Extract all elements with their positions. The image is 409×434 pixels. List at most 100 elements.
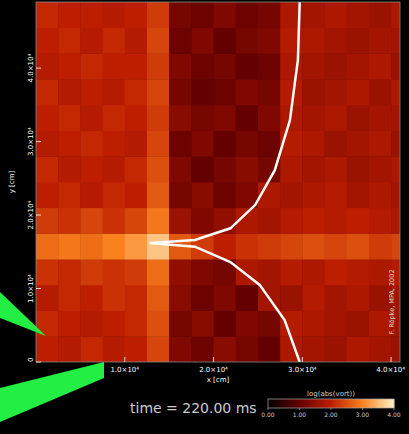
heat-cell <box>80 28 103 54</box>
heat-cell <box>325 28 348 54</box>
heat-cell <box>258 208 281 234</box>
plot-area <box>36 2 400 362</box>
heat-cell <box>80 336 103 362</box>
heat-cell <box>214 182 237 208</box>
heat-cell <box>103 105 126 131</box>
heat-cell <box>58 79 81 105</box>
heat-cell <box>325 208 348 234</box>
heat-cell <box>103 79 126 105</box>
heat-cell <box>147 79 170 105</box>
heat-cell <box>214 156 237 182</box>
heat-cell <box>169 131 192 157</box>
heat-cell <box>347 28 370 54</box>
heat-cell <box>103 2 126 28</box>
heat-cell <box>347 182 370 208</box>
x-tick <box>302 357 303 362</box>
heat-cell <box>258 2 281 28</box>
heat-cell <box>58 28 81 54</box>
credit: F. Röpke, MPA, 2002 <box>388 269 396 334</box>
heat-cell <box>169 259 192 285</box>
heat-cell <box>302 2 325 28</box>
heat-cell <box>58 336 81 362</box>
heat-cell <box>147 182 170 208</box>
background <box>0 0 409 434</box>
heat-cell <box>258 28 281 54</box>
heat-cell <box>80 208 103 234</box>
time-label: time = 220.00 ms <box>130 400 257 416</box>
heat-cell <box>147 259 170 285</box>
y-tick-label: 4.0×10⁴ <box>27 54 35 83</box>
heat-cell <box>236 79 259 105</box>
heat-cell <box>125 259 148 285</box>
heat-cell <box>302 336 325 362</box>
heat-cell <box>347 2 370 28</box>
heat-cell <box>214 336 237 362</box>
heat-cell <box>369 28 392 54</box>
heat-cell <box>302 131 325 157</box>
y-tick-label: 0 <box>27 358 35 362</box>
heat-cell <box>280 259 303 285</box>
heat-cell <box>391 208 400 234</box>
heat-cell <box>191 28 214 54</box>
heat-cell <box>258 105 281 131</box>
heat-cell <box>236 28 259 54</box>
heat-cell <box>347 79 370 105</box>
heat-cell <box>103 131 126 157</box>
heat-cell <box>325 105 348 131</box>
heat-cell <box>214 105 237 131</box>
heat-cell <box>325 233 348 259</box>
heat-cell <box>325 311 348 337</box>
heat-cell <box>169 182 192 208</box>
heat-cell <box>391 233 400 259</box>
x-tick-label: 2.0×10⁴ <box>199 366 228 374</box>
heat-cell <box>80 131 103 157</box>
heat-cell <box>36 259 59 285</box>
heat-cell <box>58 53 81 79</box>
heat-cell <box>236 2 259 28</box>
heat-cell <box>58 182 81 208</box>
heat-cell <box>325 336 348 362</box>
heat-cell <box>169 311 192 337</box>
y-tick-label: 1.0×10⁴ <box>27 274 35 303</box>
colorbar-tick <box>268 408 269 410</box>
heat-cell <box>147 285 170 311</box>
heat-cell <box>347 259 370 285</box>
colorbar-tick <box>299 408 300 410</box>
heat-cell <box>125 311 148 337</box>
plot-frame <box>36 2 400 362</box>
heat-cell <box>236 336 259 362</box>
heat-cell <box>125 131 148 157</box>
green-arrow <box>0 292 46 336</box>
heat-cell <box>191 105 214 131</box>
y-tick <box>36 141 41 142</box>
heat-cell <box>258 79 281 105</box>
heat-cell <box>36 285 59 311</box>
heat-cell <box>214 28 237 54</box>
heat-cell <box>391 53 400 79</box>
heat-cell <box>191 285 214 311</box>
colorbar-tick-label: 4.00 <box>387 411 401 418</box>
heat-cell <box>80 79 103 105</box>
heat-cell <box>236 311 259 337</box>
heat-cell <box>147 53 170 79</box>
y-tick <box>36 68 41 69</box>
heat-cell <box>302 285 325 311</box>
heat-cell <box>36 2 59 28</box>
heat-cell <box>258 131 281 157</box>
heat-cell <box>147 233 170 259</box>
colorbar-frame <box>268 399 394 408</box>
heat-cell <box>36 182 59 208</box>
heat-cell <box>58 131 81 157</box>
plot-background <box>36 2 400 362</box>
heat-cell <box>369 53 392 79</box>
heat-cell <box>302 208 325 234</box>
heat-cell <box>80 105 103 131</box>
x-tick-label: 4.0×10⁴ <box>376 366 405 374</box>
heat-cell <box>391 28 400 54</box>
heat-cell <box>36 131 59 157</box>
heat-cell <box>36 208 59 234</box>
heat-cell <box>147 131 170 157</box>
heat-cell <box>347 285 370 311</box>
heat-cell <box>302 105 325 131</box>
heat-cell <box>58 311 81 337</box>
